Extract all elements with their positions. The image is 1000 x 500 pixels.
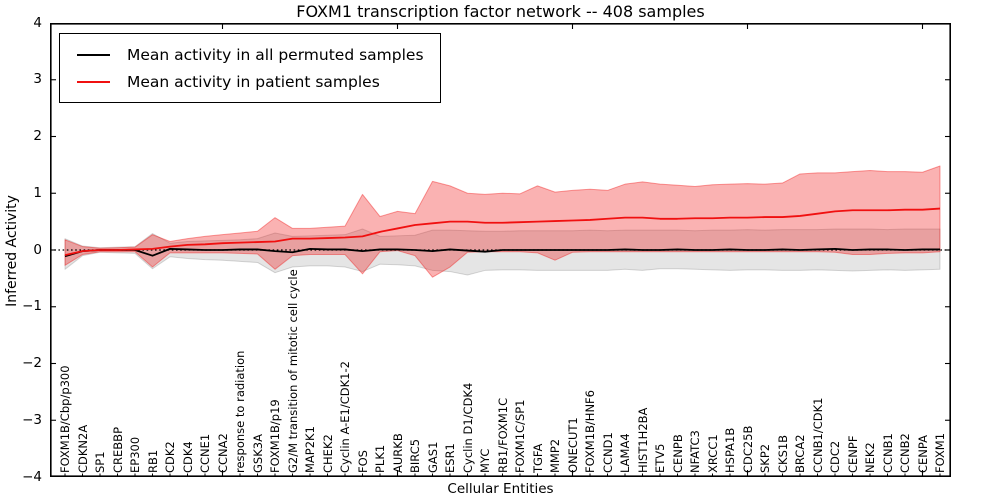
y-tick-label: 0 [33,241,42,258]
x-tick-label: ESR1 [443,443,457,473]
x-tick-label: NFATC3 [688,430,702,473]
x-tick-label: MYC [478,448,492,473]
x-tick-label: CDK2 [163,441,177,473]
x-tick-label: BIRC5 [408,438,422,473]
x-tick-label: CDKN2A [75,424,90,473]
plot-canvas [50,23,951,477]
x-tick-label: BRCA2 [793,434,807,473]
x-tick-label: CREBBP [110,427,125,473]
y-tick-label: −1 [22,298,42,315]
x-tick-label: CHEK2 [320,434,335,473]
y-tick-label: 3 [33,71,42,88]
plot-area: FOXM1B/Cbp/p300 CDKN2A SP1 CREBBP EP300 RB1 CD… [50,23,951,477]
x-tick-label: G2/M transition of mitotic cell cycle [285,269,300,473]
x-tick-label: HSPA1B [723,427,737,473]
y-tick-label: −3 [22,411,42,428]
legend-label-patient: Mean activity in patient samples [127,72,380,91]
x-tick-label: Cyclin D1/CDK4 [460,382,475,473]
x-tick-label: CCNB1 [880,433,895,473]
x-tick-label: FOXM1B/HNF6 [583,390,597,473]
x-tick-label: Cyclin A-E1/CDK1-2 [338,361,352,473]
y-tick-label: −2 [22,355,42,371]
x-tick-label: CENPB [670,434,685,473]
x-tick-label: XRCC1 [705,434,720,473]
x-tick-label: RB1 [145,449,160,473]
x-tick-label: MAP2K1 [303,426,317,473]
x-tick-label: CKS1B [775,434,790,473]
y-tick-label: 1 [33,184,42,201]
x-tick-label: NEK2 [863,442,877,473]
x-tick-label: SKP2 [758,443,772,473]
x-tick-label: GAS1 [425,441,440,473]
x-axis-label: Cellular Entities [447,481,554,497]
x-tick-label: AURKB [390,433,405,473]
x-tick-label: CENPF [845,435,860,473]
x-tick-label: CCNB1/CDK1 [810,397,825,474]
x-tick-label: FOXM1B/p19 [268,399,282,473]
x-tick-label: CDK4 [180,441,195,473]
x-tick-label: CCND1 [600,432,615,473]
x-tick-label: TGFA [530,443,545,473]
chart-title: FOXM1 transcription factor network -- 40… [296,2,705,21]
x-tick-label: CCNA2 [215,433,230,473]
legend-item-patient: Mean activity in patient samples [72,68,424,95]
legend-item-permuted: Mean activity in all permuted samples [72,41,424,68]
x-tick-label: SP1 [93,451,107,473]
x-tick-label: FOXM1C/SP1 [513,399,527,473]
x-tick-label: EP300 [128,436,142,473]
x-tick-label: ETV5 [653,443,667,473]
legend-line-permuted-icon [77,53,110,56]
x-tick-label: LAMA4 [618,433,632,473]
legend-line-patient-icon [77,80,110,83]
x-tick-label: HIST1H2BA [635,407,650,473]
x-tick-label: CCNE1 [198,433,212,473]
y-tick-labels: 4 3 2 1 0 −1 −2 −3 −4 [0,15,46,485]
x-tick-label: CDC25B [740,425,755,473]
x-tick-label: response to radiation [233,350,247,473]
x-tick-label: RB1/FOXM1C [495,397,510,473]
x-tick-label: GSK3A [250,434,265,473]
y-tick-label: 2 [33,128,42,144]
x-tick-label: CCNB2 [898,433,912,473]
x-tick-label: FOXM1B/Cbp/p300 [58,365,72,473]
x-tick-label: MMP2 [548,438,562,473]
x-tick-label: CDC2 [828,440,842,473]
y-tick-label: 4 [33,14,42,31]
x-tick-label: FOXM1 [933,432,947,473]
legend: Mean activity in all permuted samples Me… [59,33,441,103]
x-tick-label: CENPA [915,435,930,473]
x-tick-label: FOS [355,450,370,473]
x-tick-label: PLK1 [373,444,387,473]
y-tick-label: −4 [22,468,42,485]
legend-label-permuted: Mean activity in all permuted samples [127,45,424,64]
x-tick-label: ONECUT1 [565,417,580,473]
